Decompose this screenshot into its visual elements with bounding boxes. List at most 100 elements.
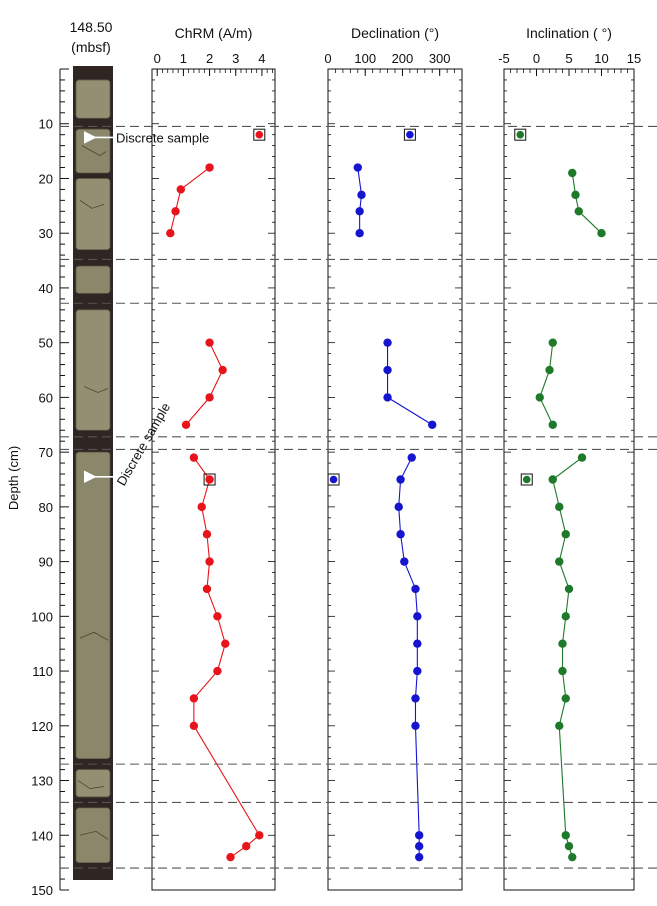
core-crack [83, 386, 109, 393]
core-crack [79, 200, 105, 209]
depth-tick-label: 80 [39, 500, 53, 515]
data-point [413, 612, 422, 621]
data-point [166, 229, 175, 238]
depth-axis-label: Depth (cm) [6, 446, 21, 510]
data-point [171, 207, 180, 216]
plot-frame-chrm [151, 68, 276, 891]
x-tick-label: 200 [392, 51, 414, 66]
plot-frame-declination [327, 68, 463, 891]
x-tick-label: 4 [258, 51, 265, 66]
data-point [413, 639, 422, 648]
data-point [176, 185, 185, 194]
data-point [558, 639, 567, 648]
data-point [555, 721, 564, 730]
depth-tick-label: 130 [31, 774, 53, 789]
data-point [202, 584, 212, 594]
data-point [213, 612, 222, 621]
core-photo: Discrete sample Discrete sample [73, 66, 209, 880]
discrete-sample-box [327, 473, 340, 486]
data-point [407, 453, 416, 462]
data-point [414, 831, 424, 840]
data-point [555, 557, 564, 566]
data-point [205, 338, 214, 347]
depth-tick-label: 90 [39, 555, 53, 570]
section-break-lines [60, 125, 657, 869]
discrete-sample-box [403, 128, 416, 141]
data-point [414, 852, 424, 862]
core-piece [75, 309, 111, 431]
series-line [539, 342, 554, 426]
data-point [564, 584, 574, 594]
data-point [189, 721, 199, 730]
x-tick-label: 3 [232, 51, 239, 66]
discrete-sample-point [255, 130, 264, 139]
data-point [355, 207, 364, 216]
data-point [548, 338, 557, 347]
depth-tick-label: 150 [31, 883, 53, 898]
data-point [411, 721, 420, 730]
data-point [394, 502, 403, 512]
core-piece [75, 265, 111, 294]
series-line [387, 342, 433, 426]
depth-tick-label: 30 [39, 226, 53, 241]
data-point [396, 475, 405, 484]
x-tick-label: -5 [498, 51, 510, 66]
depth-tick-label: 40 [39, 281, 53, 296]
data-point [555, 502, 564, 512]
x-tick-label: 15 [627, 51, 641, 66]
data-point [411, 694, 420, 703]
core-crack [77, 780, 105, 789]
core-depth-unit: (mbsf) [71, 39, 111, 55]
core-piece [75, 807, 111, 864]
data-point [428, 420, 437, 429]
data-point [205, 393, 214, 402]
chart-title: ChRM (A/m) [175, 25, 253, 41]
x-tick-label: 300 [429, 51, 451, 66]
chart-title: Inclination ( °) [526, 25, 612, 41]
depth-axis: 10 20 30 40 50 60 70 80 90 100 110 120 130 140 150 [31, 68, 69, 898]
panel-declination: Declination (°) 0 100 200 300 [324, 25, 463, 891]
panel-inclination: Inclination ( °) -5 0 5 10 15 [498, 25, 641, 891]
depth-tick-label: 60 [39, 390, 53, 405]
data-point [353, 163, 362, 172]
discrete-sample-point [516, 130, 525, 139]
data-point [181, 420, 191, 429]
series-line [552, 457, 583, 858]
data-point [414, 842, 424, 851]
data-point [255, 831, 264, 840]
core-crack [81, 145, 107, 157]
core-piece [75, 79, 111, 119]
series-line [193, 457, 261, 858]
core-piece [75, 178, 111, 251]
data-point [226, 852, 235, 862]
depth-tick-label: 120 [31, 719, 53, 734]
series-line [571, 172, 602, 234]
discrete-sample-point [205, 475, 214, 484]
core-piece [75, 769, 111, 798]
data-point [242, 842, 251, 851]
depth-tick-label: 100 [31, 609, 53, 624]
core-crack [79, 631, 109, 641]
depth-tick-label: 140 [31, 828, 53, 843]
data-point [221, 639, 230, 648]
core-crack [79, 830, 109, 840]
series-line [357, 167, 363, 234]
x-tick-label: 0 [154, 51, 161, 66]
series-line [169, 167, 210, 234]
core-piece [75, 451, 111, 760]
core-piece [75, 128, 111, 174]
x-tick-label: 0 [533, 51, 540, 66]
data-point [568, 168, 577, 178]
data-point [396, 530, 405, 539]
x-tick-label: 1 [180, 51, 187, 66]
data-point [564, 842, 574, 851]
data-point [197, 502, 206, 512]
core-depth-title: 148.50 [70, 19, 113, 35]
chart-title: Declination (°) [351, 25, 439, 41]
data-point [213, 666, 222, 676]
depth-tick-label: 70 [39, 445, 53, 460]
panel-chrm: ChRM (A/m) 0 1 2 3 4 [151, 25, 276, 891]
data-point [357, 190, 366, 200]
discrete-sample-box [203, 473, 216, 486]
